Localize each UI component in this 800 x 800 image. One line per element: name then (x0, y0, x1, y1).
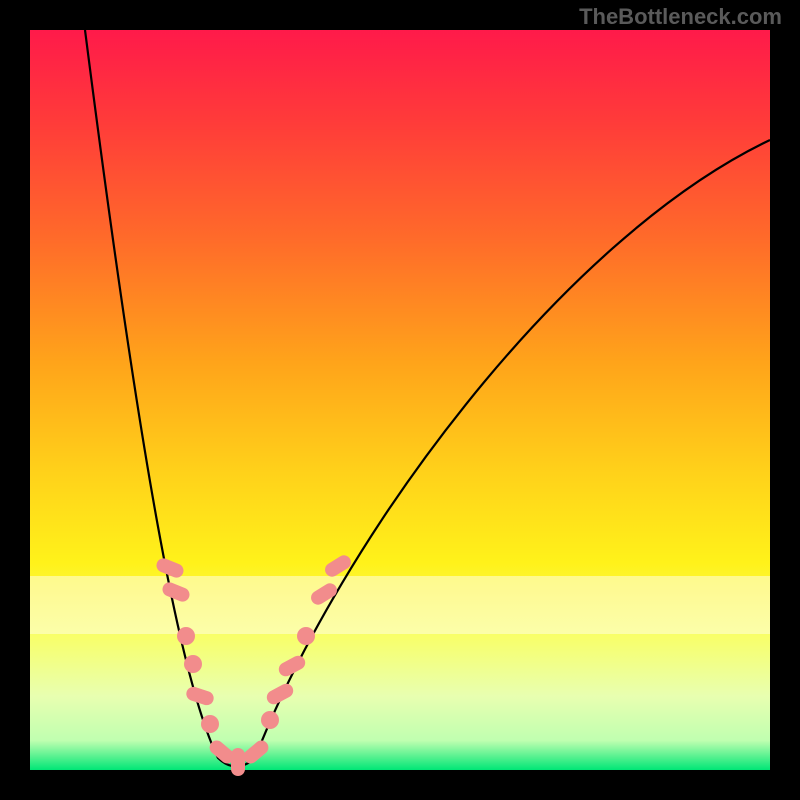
data-marker-dot (261, 711, 279, 729)
data-marker-dot (201, 715, 219, 733)
data-marker-dot (297, 627, 315, 645)
watermark-text: TheBottleneck.com (579, 4, 782, 30)
data-marker-dot (184, 655, 202, 673)
bottleneck-chart (0, 0, 800, 800)
data-marker-capsule (231, 748, 245, 776)
plot-background (30, 30, 770, 770)
data-marker-dot (177, 627, 195, 645)
chart-frame: TheBottleneck.com (0, 0, 800, 800)
pale-horizontal-band (30, 576, 770, 634)
